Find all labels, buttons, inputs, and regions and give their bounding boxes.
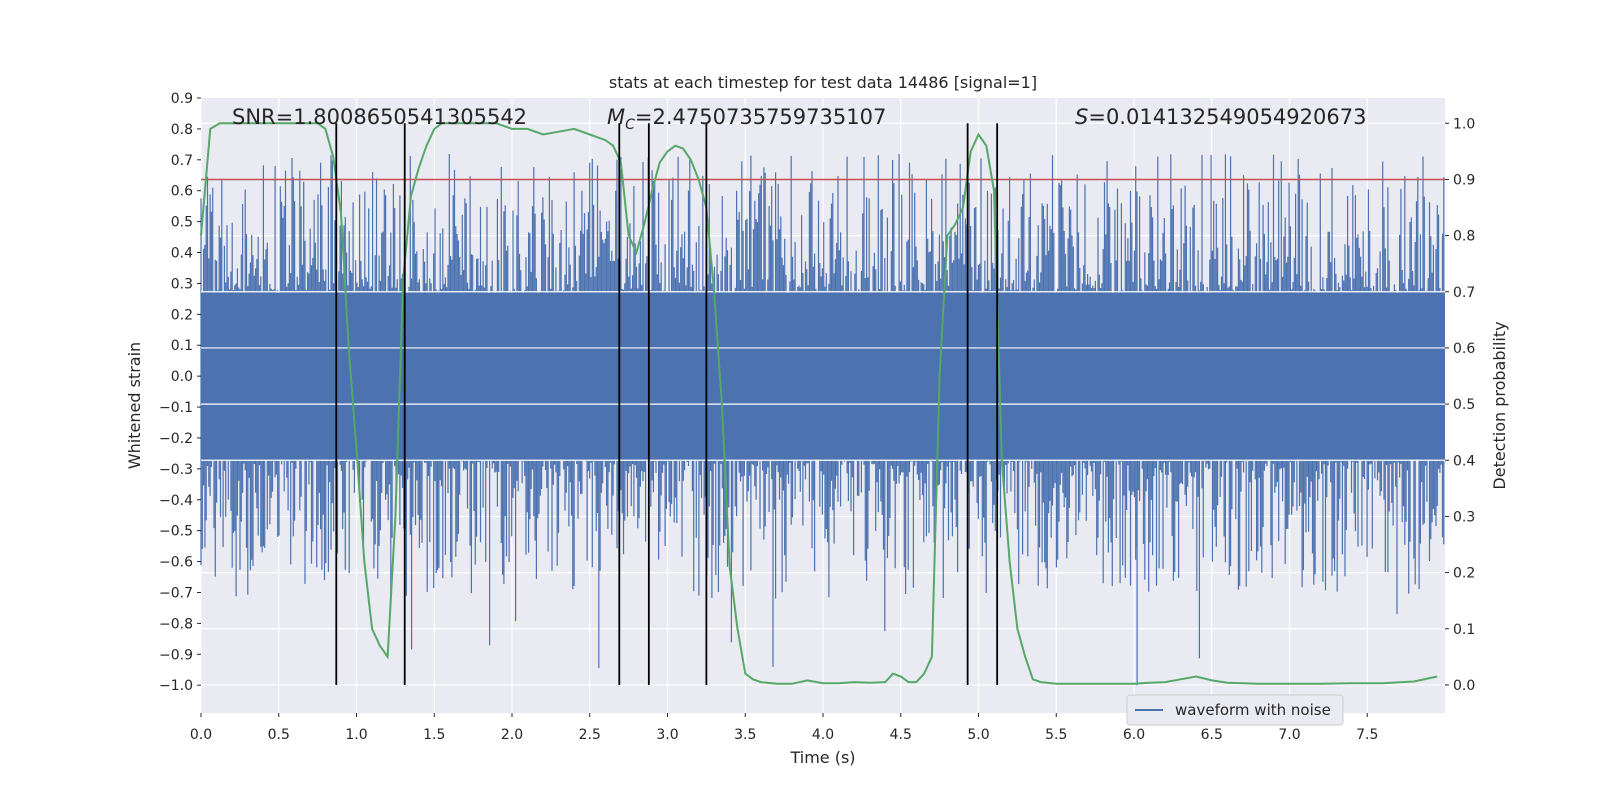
legend-box <box>1126 694 1344 726</box>
x-tick-label: 6.0 <box>1123 727 1145 743</box>
y-tick-label: −0.9 <box>159 647 193 663</box>
y-tick-label: −1.0 <box>159 678 193 694</box>
x-axis-label: Time (s) <box>789 748 855 767</box>
chirp-mass-subscript: C <box>625 117 635 133</box>
x-tick-label: 7.0 <box>1278 727 1300 743</box>
waveform-series <box>200 154 1445 686</box>
y-tick-label: 0.1 <box>171 338 193 354</box>
x-tick-label: 1.5 <box>423 727 445 743</box>
y2-tick-label: 0.6 <box>1453 341 1475 357</box>
y-axis-label: Whitened strain <box>125 342 144 469</box>
x-tick-label: 4.5 <box>890 727 912 743</box>
y-tick-label: −0.5 <box>159 524 193 540</box>
y-tick-label: −0.8 <box>159 616 193 632</box>
y-tick-label: 0.8 <box>171 122 193 138</box>
s-annotation: S=0.014132549054920673 <box>1075 105 1366 129</box>
chirp-mass-value: =2.4750735759735107 <box>635 105 886 129</box>
x-tick-label: 3.5 <box>734 727 756 743</box>
chirp-mass-symbol: M <box>607 105 625 129</box>
y-tick-label: 0.6 <box>171 184 193 200</box>
s-value: =0.014132549054920673 <box>1088 105 1366 129</box>
x-tick-label: 0.0 <box>190 727 212 743</box>
y2-tick-label: 0.1 <box>1453 622 1475 638</box>
y-tick-label: 0.5 <box>171 215 193 231</box>
y2-tick-label: 1.0 <box>1453 116 1475 132</box>
y-tick-label: 0.7 <box>171 153 193 169</box>
y2-tick-label: 0.9 <box>1453 172 1475 188</box>
y-tick-label: 0.0 <box>171 369 193 385</box>
x-tick-label: 5.5 <box>1045 727 1067 743</box>
x-tick-label: 3.0 <box>656 727 678 743</box>
x-tick-label: 7.5 <box>1356 727 1378 743</box>
x-tick-label: 5.0 <box>967 727 989 743</box>
x-tick-label: 6.5 <box>1201 727 1223 743</box>
probability-series <box>200 122 1438 685</box>
snr-annotation: SNR=1.8008650541305542 <box>232 105 527 129</box>
y-tick-label: −0.6 <box>159 555 193 571</box>
x-tick-label: 0.5 <box>268 727 290 743</box>
y2-tick-label: 0.5 <box>1453 397 1475 413</box>
y-tick-label: 0.9 <box>171 91 193 107</box>
y-tick-label: −0.2 <box>159 431 193 447</box>
y-tick-label: 0.4 <box>171 246 193 262</box>
y-tick-label: −0.1 <box>159 400 193 416</box>
y2-tick-label: 0.3 <box>1453 509 1475 525</box>
s-symbol: S <box>1075 105 1088 129</box>
probability-line <box>200 122 1438 685</box>
y-tick-label: −0.7 <box>159 585 193 601</box>
y2-tick-label: 0.2 <box>1453 566 1475 582</box>
chirp-mass-annotation: MC=2.4750735759735107 <box>607 105 886 133</box>
y-tick-label: 0.2 <box>171 307 193 323</box>
chart-title: stats at each timestep for test data 144… <box>609 73 1037 92</box>
x-tick-label: 2.5 <box>579 727 601 743</box>
x-tick-label: 2.0 <box>501 727 523 743</box>
y2-tick-label: 0.0 <box>1453 678 1475 694</box>
waveform-path <box>200 154 1445 686</box>
x-tick-label: 1.0 <box>345 727 367 743</box>
y-tick-label: 0.3 <box>171 276 193 292</box>
y-tick-label: −0.3 <box>159 462 193 478</box>
y2-tick-label: 0.4 <box>1453 453 1475 469</box>
axes: 0.0 0.5 1.0 1.5 2.0 2.5 3.0 3.5 4.0 4.5 5.0 5.5 6.0 6… <box>159 91 1475 743</box>
legend-label: waveform with noise <box>1175 701 1331 719</box>
x-tick-label: 4.0 <box>812 727 834 743</box>
y2-axis-label: Detection probability <box>1490 321 1509 489</box>
legend: waveform with noise <box>1126 694 1344 726</box>
y-tick-label: −0.4 <box>159 493 193 509</box>
y2-tick-label: 0.7 <box>1453 285 1475 301</box>
y2-tick-label: 0.8 <box>1453 229 1475 245</box>
vertical-markers <box>335 123 999 685</box>
